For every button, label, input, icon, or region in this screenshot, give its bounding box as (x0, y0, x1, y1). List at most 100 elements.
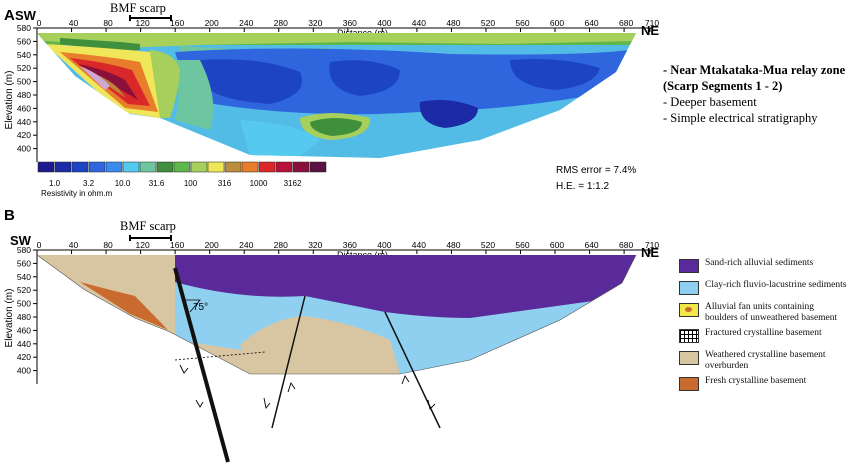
x-tick-label: 160 (170, 18, 184, 28)
x-tick-label: 120 (136, 240, 150, 250)
panel-a-elevation-label: Elevation (m) (4, 71, 15, 130)
x-tick-label: 710 (645, 240, 659, 250)
x-tick-label: 560 (515, 18, 529, 28)
scale-tick-label: 100 (184, 179, 198, 188)
panel-a-y-ticks: 580 560 540 520 500 480 460 440 420 400 (17, 23, 37, 154)
x-tick-label: 710 (645, 18, 659, 28)
x-tick-label: 280 (274, 240, 288, 250)
dashed-contact (174, 351, 266, 361)
scale-swatch (275, 161, 293, 173)
main-fault-line (173, 267, 230, 463)
scale-swatch (54, 161, 72, 173)
y-tick-label: 540 (17, 272, 31, 282)
x-tick-label: 120 (136, 18, 150, 28)
legend-swatch-clay (679, 281, 699, 295)
slip-arrow-5 (401, 375, 410, 385)
x-tick-label: 360 (343, 240, 357, 250)
scale-swatch (224, 161, 242, 173)
site-description: - Near Mtakataka-Mua relay zone (Scarp S… (663, 62, 848, 126)
dip-angle: 75° (193, 302, 208, 313)
antithetic-fault-1 (271, 295, 306, 429)
interpretation-legend: Sand-rich alluvial sediments Clay-rich f… (677, 256, 849, 396)
x-tick-label: 320 (308, 18, 322, 28)
panel-b-letter: B (4, 207, 15, 224)
y-tick-label: 500 (17, 77, 31, 87)
x-tick-label: 320 (308, 240, 322, 250)
y-tick-label: 460 (17, 103, 31, 113)
panel-b-y-ticks: 580 560 540 520 500 480 460 440 420 400 (17, 245, 37, 376)
legend-swatch-fresh (679, 377, 699, 391)
y-tick-label: 520 (17, 63, 31, 73)
legend-item-weathered: Weathered crystalline basement overburde… (677, 348, 849, 374)
y-tick-label: 540 (17, 50, 31, 60)
scale-swatch (105, 161, 123, 173)
x-tick-label: 360 (343, 18, 357, 28)
panel-a-letter: A (4, 7, 15, 24)
rms-error: RMS error = 7.4% (556, 165, 636, 176)
slip-arrow-1 (179, 364, 189, 374)
legend-label-fresh: Fresh crystalline basement (705, 376, 807, 386)
slip-arrow-2 (195, 399, 204, 408)
x-tick-label: 160 (170, 240, 184, 250)
x-tick-label: 240 (239, 240, 253, 250)
x-tick-label: 400 (377, 240, 391, 250)
x-tick-label: 520 (481, 18, 495, 28)
scale-swatch (309, 161, 327, 173)
x-tick-label: 440 (412, 240, 426, 250)
x-tick-label: 640 (584, 18, 598, 28)
x-tick-label: 520 (481, 240, 495, 250)
legend-swatch-alluvial-fan (679, 303, 699, 317)
scale-tick-label: 1000 (250, 179, 268, 188)
x-tick-label: 680 (619, 18, 633, 28)
x-tick-label: 400 (377, 18, 391, 28)
scale-swatch (241, 161, 259, 173)
x-tick-label: 40 (69, 240, 79, 250)
panel-b-sw-label: SW (10, 233, 32, 248)
x-tick-label: 600 (550, 240, 564, 250)
scale-swatch (139, 161, 157, 173)
y-tick-label: 420 (17, 130, 31, 140)
legend-item-fractured: Fractured crystalline basement (677, 326, 849, 348)
scale-title: Resistivity in ohm.m (41, 189, 112, 198)
legend-swatch-weathered (679, 351, 699, 365)
x-tick-label: 200 (205, 240, 219, 250)
legend-label-fractured: Fractured crystalline basement (705, 328, 822, 338)
scale-swatch (71, 161, 89, 173)
x-tick-label: 0 (37, 240, 42, 250)
legend-swatch-fractured (679, 329, 699, 343)
resistivity-section (37, 33, 636, 158)
boulder-icon (685, 307, 692, 312)
site-description-line-1: - Near Mtakataka-Mua relay zone (663, 63, 846, 77)
legend-label-clay: Clay-rich fluvio-lacustrine sediments (705, 280, 847, 290)
slip-arrow-4 (287, 381, 296, 393)
y-tick-label: 440 (17, 117, 31, 127)
panel-a-sw-label: SW (15, 8, 37, 23)
panel-b: B SW NE BMF scarp Distance (m) Elevation… (4, 207, 659, 463)
scale-swatch (173, 161, 191, 173)
legend-item-sand: Sand-rich alluvial sediments (677, 256, 849, 278)
scale-tick-label: 316 (218, 179, 232, 188)
scale-swatch (190, 161, 208, 173)
panel-b-x-ticks: 0 40 80 120 160 200 240 280 320 360 400 440 480 520 56… (36, 240, 659, 254)
slip-arrow-6 (427, 399, 436, 410)
scale-tick-label: 1.0 (49, 179, 61, 188)
x-tick-label: 200 (205, 18, 219, 28)
y-tick-label: 480 (17, 312, 31, 322)
y-tick-label: 560 (17, 36, 31, 46)
site-description-line-3: - Deeper basement (663, 95, 757, 109)
x-tick-label: 240 (239, 18, 253, 28)
scale-swatch (37, 161, 55, 173)
panel-b-scarp-label: BMF scarp (120, 219, 176, 233)
x-tick-label: 80 (103, 18, 113, 28)
scale-tick-label: 3162 (284, 179, 302, 188)
x-tick-label: 600 (550, 18, 564, 28)
section-outline (36, 254, 637, 375)
x-tick-label: 0 (37, 18, 42, 28)
scale-swatch (292, 161, 310, 173)
scale-tick-label: 31.6 (149, 179, 165, 188)
x-tick-label: 280 (274, 18, 288, 28)
resistivity-color-scale: 1.0 3.2 10.0 31.6 100 316 1000 3162 (37, 161, 327, 188)
slip-arrow-3 (263, 397, 271, 410)
interpreted-section (37, 255, 636, 374)
